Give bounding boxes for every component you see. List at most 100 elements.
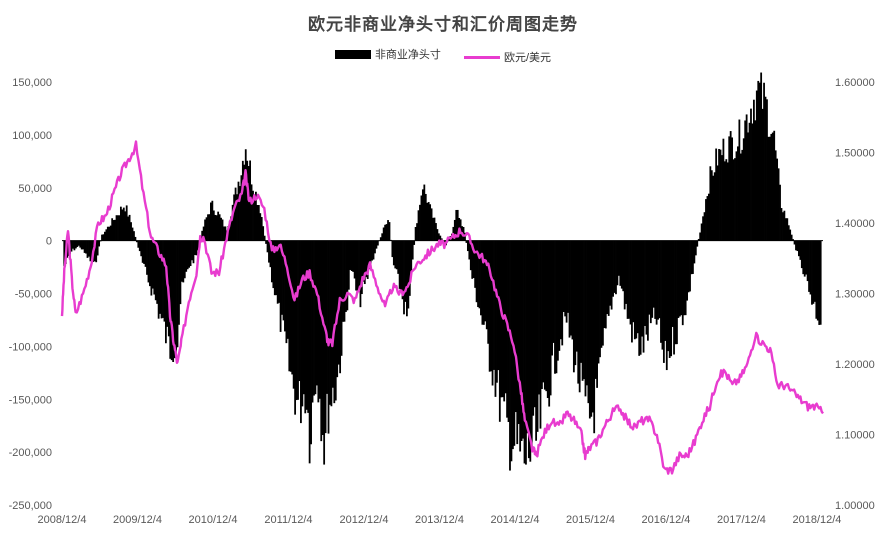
net-position-bar xyxy=(88,240,90,257)
y-right-tick-label: 1.00000 xyxy=(835,500,875,512)
net-position-bar xyxy=(638,240,641,356)
net-position-bar xyxy=(693,240,696,264)
net-position-bar xyxy=(307,240,310,413)
net-position-bar xyxy=(298,240,301,382)
net-position-bar xyxy=(678,240,681,317)
net-position-bar xyxy=(320,240,323,442)
net-position-bar xyxy=(295,240,298,401)
net-position-bar xyxy=(709,166,712,241)
net-position-bar xyxy=(657,240,659,320)
net-position-bar xyxy=(612,240,614,297)
net-position-bar xyxy=(327,240,330,434)
y-left-tick-label: -150,000 xyxy=(9,394,52,406)
net-position-bar xyxy=(812,240,815,304)
net-position-bar xyxy=(143,240,146,264)
net-position-bar xyxy=(376,240,379,246)
net-position-bar xyxy=(670,240,673,357)
net-position-bar xyxy=(680,240,683,316)
net-position-bar xyxy=(674,240,677,345)
net-position-bar xyxy=(545,240,548,392)
net-position-bar xyxy=(93,240,96,262)
net-position-bar xyxy=(333,240,336,404)
net-position-bar xyxy=(813,240,816,302)
net-position-bar xyxy=(437,233,440,241)
net-position-bar xyxy=(331,240,334,388)
net-position-bar xyxy=(111,218,114,241)
net-position-bar xyxy=(395,240,398,270)
net-position-bar xyxy=(410,240,413,274)
net-position-bar xyxy=(696,240,699,247)
net-position-bar xyxy=(721,155,723,241)
y-left-tick-label: -50,000 xyxy=(15,289,52,301)
net-position-bar xyxy=(652,240,655,308)
net-position-bar xyxy=(779,184,781,241)
net-position-bar xyxy=(72,240,74,249)
chart-legend: 非商业净头寸 欧元/美元 xyxy=(0,46,886,65)
net-position-bar xyxy=(365,240,368,278)
net-position-bar xyxy=(571,240,574,340)
net-position-bar xyxy=(196,240,199,251)
net-position-bar xyxy=(374,240,376,254)
net-position-bar xyxy=(239,186,241,241)
net-position-bar xyxy=(661,240,664,350)
net-position-bar xyxy=(466,240,469,252)
legend-label-eurusd: 欧元/美元 xyxy=(504,52,552,64)
net-position-bar xyxy=(368,240,371,269)
net-position-bar xyxy=(594,240,597,379)
net-position-bar xyxy=(546,240,549,399)
net-position-bar xyxy=(755,90,758,241)
net-position-bar xyxy=(710,170,713,241)
net-position-bar xyxy=(362,240,365,282)
net-position-bar xyxy=(464,232,466,241)
net-position-bar xyxy=(802,240,805,275)
net-position-bar xyxy=(655,240,658,325)
net-position-bar xyxy=(754,120,757,241)
net-position-bar xyxy=(400,240,402,291)
net-position-bar xyxy=(811,240,813,305)
net-position-bar xyxy=(617,240,620,276)
legend-item-eurusd[interactable]: 欧元/美元 xyxy=(464,49,551,65)
net-position-bar xyxy=(554,240,556,374)
net-position-bar xyxy=(170,240,173,361)
net-position-bar xyxy=(723,161,726,241)
net-position-bar xyxy=(773,130,776,241)
net-position-bar xyxy=(330,240,333,407)
net-position-bar xyxy=(777,168,780,241)
net-position-bar xyxy=(805,240,808,275)
net-position-bar xyxy=(310,240,312,445)
net-position-bar xyxy=(735,151,738,241)
y-left-tick-label: 50,000 xyxy=(18,183,52,195)
net-position-bar xyxy=(317,240,320,403)
net-position-bar xyxy=(435,223,437,241)
net-position-bar xyxy=(379,237,382,241)
net-position-bar xyxy=(738,119,741,241)
net-position-bar xyxy=(786,218,789,241)
legend-item-positions[interactable]: 非商业净头寸 xyxy=(334,46,441,62)
net-position-bar xyxy=(85,240,87,254)
net-position-bar xyxy=(485,240,488,330)
net-position-bar xyxy=(163,240,166,322)
net-position-bar xyxy=(315,240,318,386)
net-position-bar xyxy=(406,240,408,317)
net-position-bar xyxy=(599,240,601,358)
net-position-bar xyxy=(233,194,236,241)
x-tick-label: 2011/12/4 xyxy=(264,514,312,526)
net-position-bar xyxy=(517,240,520,425)
net-position-bar xyxy=(604,240,607,329)
net-position-bar xyxy=(697,238,700,241)
net-position-bar xyxy=(175,240,177,354)
net-position-bar xyxy=(189,240,192,267)
net-position-bar xyxy=(577,240,580,384)
net-position-bar xyxy=(372,240,375,260)
net-position-bar xyxy=(279,240,282,332)
net-position-bar xyxy=(182,240,185,283)
net-position-bar xyxy=(541,240,543,390)
net-position-bar xyxy=(224,226,227,241)
net-position-bar xyxy=(628,240,630,319)
net-position-bar xyxy=(413,240,416,245)
net-position-bar xyxy=(159,240,161,314)
net-position-bar xyxy=(101,234,103,241)
net-position-bar xyxy=(369,240,372,270)
y-left-tick-label: 0 xyxy=(46,236,52,248)
net-position-bar xyxy=(417,210,420,241)
